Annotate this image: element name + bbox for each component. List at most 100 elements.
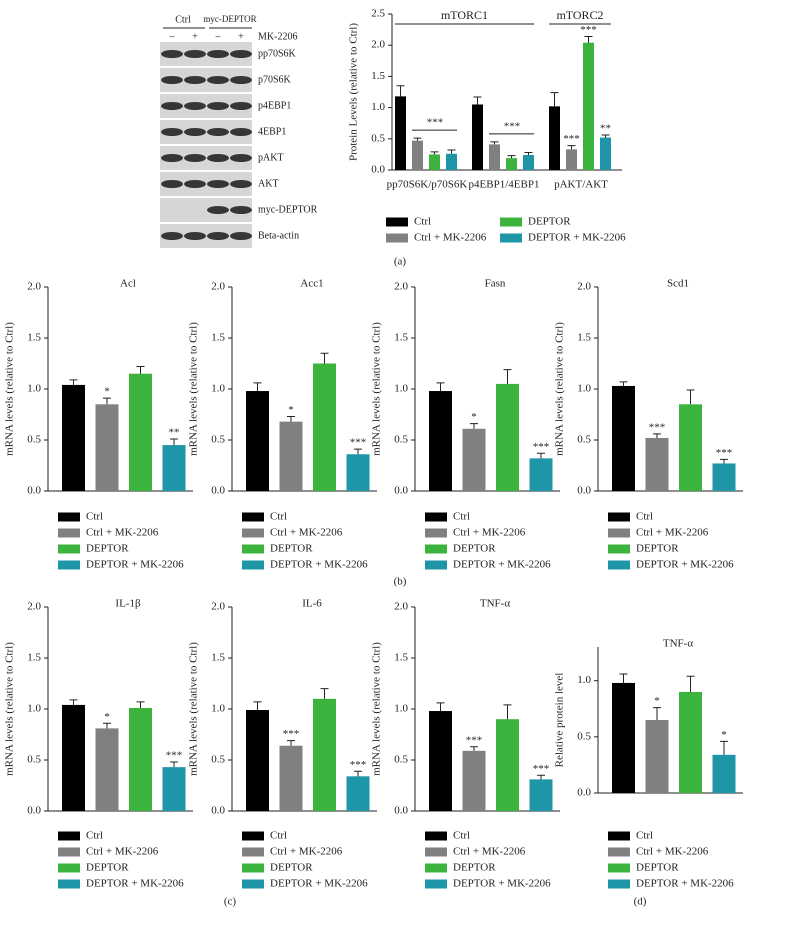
bar (62, 384, 85, 491)
y-tick-label: 0.5 (27, 754, 41, 766)
group-label: mTORC2 (556, 8, 603, 22)
error-bar (503, 369, 512, 384)
error-bar (653, 707, 661, 720)
y-tick-label: 1.5 (27, 332, 41, 344)
legend-label: DEPTOR (636, 862, 679, 874)
bracket-label: *** (504, 120, 521, 132)
significance: * (104, 711, 110, 723)
significance: * (654, 695, 660, 707)
chart-title: IL-6 (302, 598, 322, 610)
lane-sign: + (238, 31, 244, 42)
blot-row-label: AKT (258, 178, 279, 189)
blot-band (230, 180, 252, 188)
error-bar (103, 397, 111, 405)
legend-swatch (608, 863, 630, 873)
significance: *** (649, 421, 666, 433)
error-bar (69, 699, 78, 705)
legend-label: Ctrl + MK-2206 (636, 846, 709, 858)
legend-swatch (425, 831, 447, 841)
bar (279, 421, 303, 491)
error-bar (430, 151, 439, 155)
y-axis-label: mRNA levels (relative to Ctrl) (371, 642, 383, 776)
blot-band (207, 154, 229, 162)
legend-swatch (58, 528, 80, 538)
y-tick-label: 2.0 (394, 281, 408, 293)
blot-band (230, 206, 252, 214)
legend-label: DEPTOR + MK-2206 (86, 559, 184, 571)
bar (62, 704, 85, 811)
error-bar (354, 770, 362, 777)
error-bar (470, 423, 478, 429)
significance: * (288, 404, 294, 416)
blot-band (230, 102, 252, 110)
y-tick-label: 1.0 (27, 703, 41, 715)
bar (429, 711, 452, 811)
bar (95, 404, 119, 491)
bar (313, 363, 336, 491)
bracket-label: *** (427, 117, 444, 129)
bar (523, 155, 534, 170)
y-tick-label: 0.0 (211, 805, 225, 817)
bar (462, 750, 486, 811)
legend-swatch (242, 560, 264, 570)
legend-label: Ctrl (86, 830, 103, 842)
bar (395, 96, 406, 170)
legend-label: DEPTOR (453, 862, 496, 874)
bar (446, 153, 457, 170)
error-bar (253, 382, 262, 392)
y-tick-label: 0.0 (27, 805, 41, 817)
legend-swatch (242, 847, 264, 857)
legend-swatch (500, 217, 522, 227)
blot-band (161, 76, 183, 84)
legend-swatch (608, 831, 630, 841)
error-bar (720, 458, 728, 464)
blot-band (230, 76, 252, 84)
y-tick-label: 0.5 (211, 434, 225, 446)
legend-swatch (425, 847, 447, 857)
legend-swatch (58, 863, 80, 873)
y-tick-label: 1.0 (394, 383, 408, 395)
legend-label: Ctrl (270, 511, 287, 523)
legend-label: DEPTOR + MK-2206 (270, 559, 368, 571)
significance: ** (600, 123, 611, 135)
panel-label: (c) (224, 896, 237, 908)
bar (95, 728, 119, 811)
blot-band (184, 102, 206, 110)
error-bar (253, 701, 262, 711)
significance: ** (169, 427, 180, 439)
error-bar (503, 704, 512, 720)
lane-sign: – (169, 31, 176, 42)
error-bar (619, 673, 628, 683)
error-bar (170, 438, 178, 446)
bar (279, 745, 303, 811)
y-tick-label: 2.0 (27, 601, 41, 613)
blot-band (207, 206, 229, 214)
legend-swatch (242, 831, 264, 841)
legend-label: DEPTOR + MK-2206 (528, 232, 626, 244)
error-bar (470, 746, 478, 751)
legend-swatch (242, 863, 264, 873)
blot-row-label: pp70S6K (258, 48, 297, 59)
chart-title: TNF-α (480, 598, 510, 610)
error-bar (320, 688, 329, 699)
error-bar (447, 149, 456, 154)
significance: *** (350, 759, 367, 771)
y-axis-label: mRNA levels (relative to Ctrl) (188, 642, 200, 776)
y-tick-label: 1.0 (394, 703, 408, 715)
error-bar (567, 145, 576, 150)
bar (246, 710, 269, 811)
error-bar (413, 137, 422, 141)
bar (645, 437, 669, 491)
legend-swatch (608, 879, 630, 889)
y-tick-label: 0.0 (577, 485, 591, 497)
chart-title: Fasn (485, 278, 506, 290)
bar (346, 454, 370, 491)
significance: * (721, 729, 727, 741)
legend-swatch (58, 544, 80, 554)
treatment-label: MK-2206 (258, 31, 297, 42)
panel-label: (a) (394, 256, 407, 268)
y-tick-label: 0.0 (211, 485, 225, 497)
blot-band (184, 50, 206, 58)
x-tick-label: pAKT/AKT (554, 179, 608, 191)
legend-swatch (386, 217, 408, 227)
